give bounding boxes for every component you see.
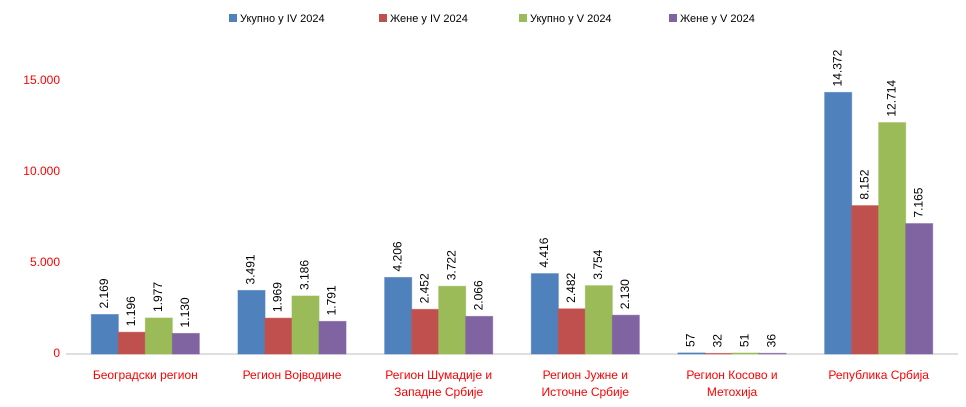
value-label: 7.165 — [911, 187, 925, 217]
legend-swatch — [669, 14, 677, 22]
bar — [237, 289, 266, 355]
value-label: 57 — [684, 333, 698, 347]
value-label: 32 — [711, 334, 725, 348]
bar — [291, 295, 320, 355]
bar — [758, 352, 787, 355]
value-label: 2.482 — [564, 272, 578, 302]
value-label: 1.977 — [151, 282, 165, 312]
bar — [171, 332, 200, 355]
value-label: 14.372 — [830, 49, 844, 86]
value-label: 51 — [738, 333, 752, 347]
value-label: 3.186 — [298, 260, 312, 290]
value-label: 3.491 — [244, 254, 258, 284]
bar — [824, 91, 853, 355]
legend-swatch — [229, 14, 237, 22]
bar — [90, 314, 119, 355]
bar — [731, 352, 760, 355]
value-label: 4.416 — [537, 237, 551, 267]
x-tick-label: Регион Војводине — [243, 368, 342, 382]
bar — [264, 317, 293, 355]
bar — [677, 352, 706, 355]
bar — [557, 308, 586, 355]
x-tick-line: Западне Србије — [394, 385, 483, 399]
bar — [905, 223, 934, 355]
bar — [704, 352, 733, 355]
x-tick-line: Регион Косово и — [686, 368, 777, 382]
value-label: 2.169 — [97, 278, 111, 308]
y-tick-label: 15.000 — [23, 73, 60, 87]
x-tick-label: Република Србија — [828, 368, 929, 382]
x-tick-line: Метохија — [707, 385, 758, 399]
value-label: 4.206 — [390, 241, 404, 271]
bar — [117, 331, 146, 355]
value-label: 1.791 — [325, 285, 339, 315]
bar — [530, 273, 559, 355]
legend-label: Укупно у V 2024 — [530, 13, 612, 25]
bar — [611, 314, 640, 355]
bar — [878, 122, 907, 355]
bar — [411, 308, 440, 355]
bar — [318, 320, 347, 355]
legend-swatch — [519, 14, 527, 22]
bar — [584, 285, 613, 355]
bar — [384, 276, 413, 355]
legend-label: Укупно у IV 2024 — [240, 13, 325, 25]
bar — [851, 205, 880, 355]
value-label: 1.196 — [124, 296, 138, 326]
value-label: 36 — [765, 334, 779, 348]
y-tick-label: 5.000 — [30, 255, 60, 269]
value-label: 3.722 — [444, 250, 458, 280]
x-tick-line: Источне Србије — [542, 385, 630, 399]
x-tick-line: Регион Шумадије и — [385, 368, 492, 382]
value-label: 1.969 — [271, 282, 285, 312]
x-tick-label: Регион Шумадије и Западне Србије — [385, 368, 492, 399]
bar — [144, 317, 173, 355]
value-label: 8.152 — [857, 169, 871, 199]
x-tick-label: Београдски регион — [93, 368, 198, 382]
bar — [438, 285, 467, 355]
value-label: 2.066 — [471, 280, 485, 310]
y-tick-label: 10.000 — [23, 164, 60, 178]
legend-label: Жене у V 2024 — [680, 13, 755, 25]
legend-label: Жене у IV 2024 — [390, 13, 468, 25]
value-label: 2.452 — [417, 273, 431, 303]
x-tick-line: Регион Јужне и — [543, 368, 628, 382]
x-tick-label: Регион Косово и Метохија — [686, 368, 777, 399]
value-label: 1.130 — [178, 297, 192, 327]
legend-swatch — [379, 14, 387, 22]
value-label: 3.754 — [591, 249, 605, 279]
y-tick-label: 0 — [53, 346, 60, 360]
x-tick-label: Регион Јужне и Источне Србије — [542, 368, 630, 399]
value-label: 12.714 — [884, 80, 898, 117]
bar — [465, 315, 494, 355]
value-label: 2.130 — [618, 279, 632, 309]
